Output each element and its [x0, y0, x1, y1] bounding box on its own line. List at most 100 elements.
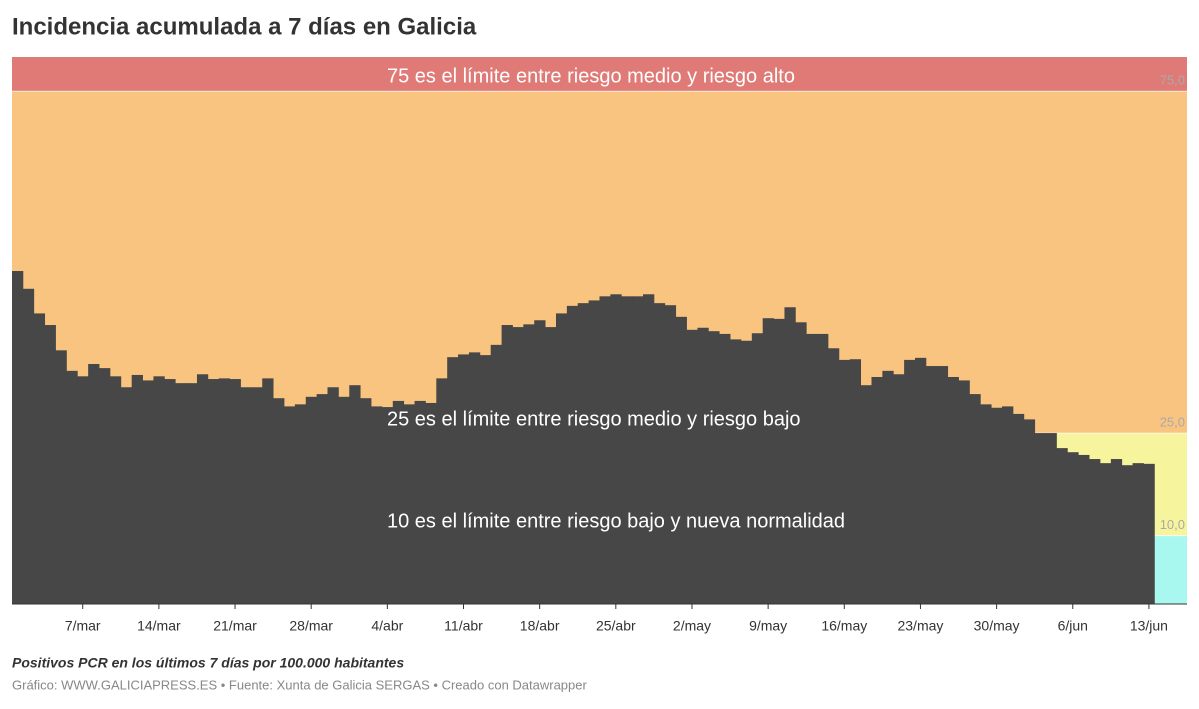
bar: [381, 407, 394, 604]
x-tick-label: 9/may: [749, 618, 787, 634]
bar: [327, 387, 339, 604]
bar: [664, 305, 677, 604]
x-tick-label: 2/may: [673, 618, 711, 634]
bar: [77, 376, 89, 604]
bar: [1078, 454, 1090, 604]
bar: [512, 327, 524, 604]
bar: [1121, 465, 1134, 604]
bar: [392, 400, 405, 604]
bar: [740, 340, 753, 604]
bar: [468, 352, 481, 604]
x-tick-label: 25/abr: [596, 618, 636, 634]
bar: [599, 296, 611, 604]
chart-subtitle: Positivos PCR en los últimos 7 días por …: [12, 655, 404, 671]
y-tick-label: 10,0: [1160, 517, 1185, 532]
bar: [120, 387, 133, 604]
bar: [936, 366, 949, 604]
bar: [849, 359, 862, 604]
bar: [653, 303, 666, 604]
bar: [262, 378, 274, 604]
x-tick-label: 13/jun: [1130, 618, 1168, 634]
bar: [610, 294, 622, 604]
bar: [784, 307, 796, 604]
bar: [33, 313, 46, 604]
x-tick-label: 14/mar: [137, 618, 181, 634]
bar: [414, 400, 426, 604]
x-tick-label: 6/jun: [1058, 618, 1088, 634]
y-tick-label: 75,0: [1160, 73, 1185, 88]
bar: [490, 344, 502, 604]
bar: [12, 271, 24, 604]
bar: [153, 376, 165, 604]
bar: [273, 398, 285, 604]
bar: [751, 333, 764, 604]
bar: [1110, 459, 1123, 604]
bar: [958, 380, 970, 604]
bar: [207, 379, 220, 604]
bar: [1132, 463, 1144, 604]
bar: [186, 383, 198, 604]
bar: [795, 322, 807, 604]
bar: [1023, 419, 1036, 604]
bar: [827, 348, 840, 604]
bar: [283, 406, 296, 604]
x-tick-label: 30/may: [974, 618, 1020, 634]
bar: [523, 324, 535, 604]
bar: [621, 296, 633, 604]
bar: [55, 350, 67, 604]
x-tick-label: 4/abr: [371, 618, 403, 634]
bar: [915, 357, 927, 604]
bar: [1012, 413, 1025, 604]
bar: [1034, 433, 1046, 604]
x-tick-label: 16/may: [821, 618, 867, 634]
x-tick-label: 7/mar: [65, 618, 101, 634]
bar: [1067, 452, 1079, 604]
bar: [218, 378, 230, 604]
bar: [44, 325, 56, 604]
bar: [1143, 463, 1155, 604]
bar: [632, 296, 644, 604]
bar: [360, 398, 372, 604]
bar: [142, 380, 154, 604]
source-note: Gráfico: WWW.GALICIAPRESS.ES • Fuente: X…: [12, 677, 588, 692]
bar: [371, 406, 383, 604]
bar: [675, 316, 687, 604]
x-tick-label: 23/may: [897, 618, 943, 634]
bar: [904, 359, 916, 604]
bar: [566, 305, 579, 604]
bar: [458, 354, 470, 604]
bar: [686, 329, 698, 604]
bar: [131, 374, 143, 604]
bar: [871, 376, 883, 604]
bar: [555, 313, 568, 604]
bar: [196, 374, 209, 604]
x-tick-label: 18/abr: [520, 618, 560, 634]
bar: [991, 407, 1003, 604]
annotation: 25 es el límite entre riesgo medio y rie…: [387, 408, 801, 430]
annotation: 75 es el límite entre riesgo medio y rie…: [387, 65, 795, 87]
bar: [708, 331, 720, 604]
bar: [980, 404, 992, 604]
risk-band: [12, 57, 1187, 92]
bar: [893, 374, 905, 604]
bar: [251, 387, 263, 604]
bar: [925, 366, 938, 604]
bar: [316, 394, 328, 604]
bar: [1099, 463, 1112, 604]
bar: [294, 404, 307, 604]
bar: [447, 357, 459, 604]
bar: [305, 396, 318, 604]
bar: [109, 376, 122, 604]
bar: [99, 368, 111, 604]
bar: [730, 339, 742, 604]
bar: [643, 294, 655, 604]
y-tick-label: 25,0: [1160, 415, 1185, 430]
bar: [1089, 459, 1101, 604]
bar: [1045, 433, 1057, 604]
x-tick-label: 11/abr: [444, 618, 483, 634]
bar: [240, 387, 252, 604]
bar: [719, 333, 731, 604]
bar: [773, 318, 785, 604]
bar: [479, 355, 492, 604]
